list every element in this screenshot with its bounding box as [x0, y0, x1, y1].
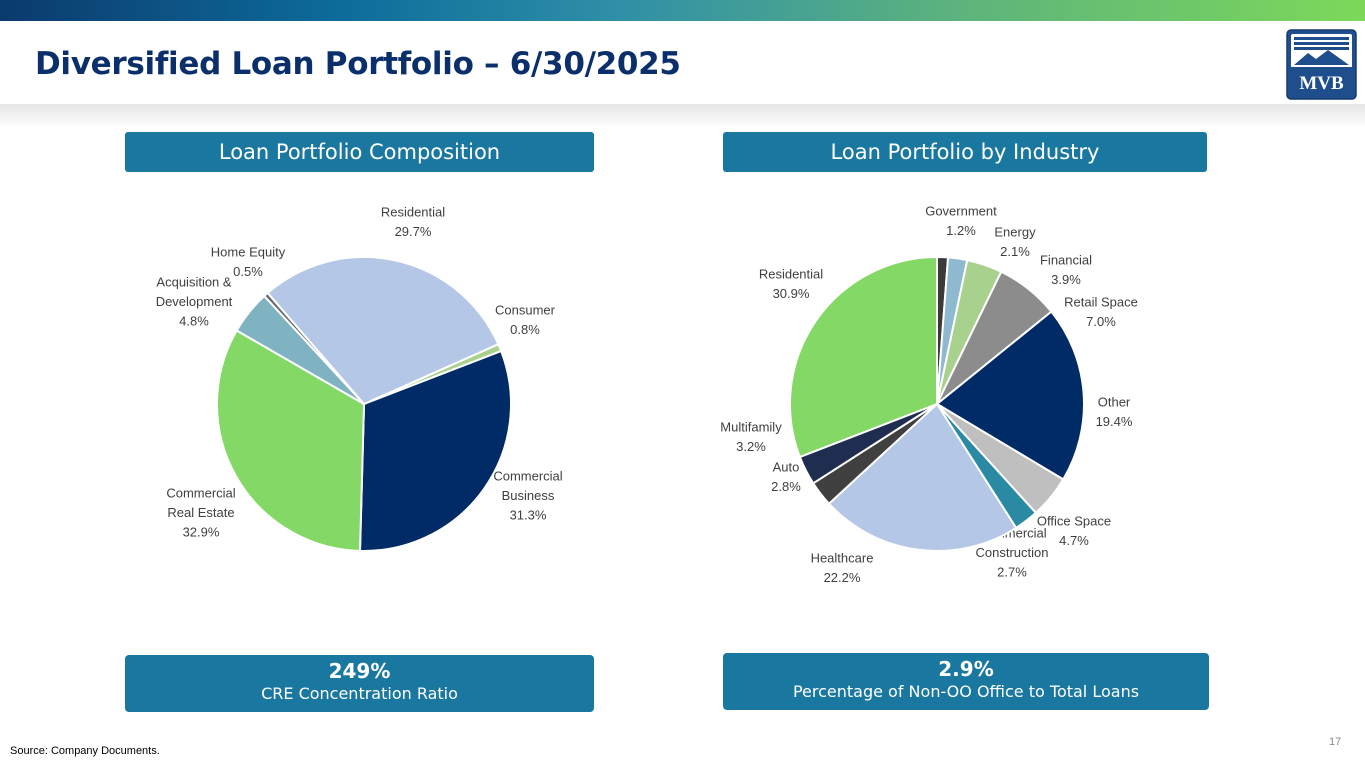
- non-oo-office-value: 2.9%: [938, 657, 994, 681]
- pie-label-value: 2.7%: [997, 565, 1027, 580]
- pie-label-retail-space: Retail Space 7.0%: [1064, 294, 1138, 329]
- pie-label-auto: Auto 2.8%: [771, 459, 801, 494]
- pie-slice-commercial-real-estate: [216, 329, 366, 552]
- pie-label-name: Real Estate: [167, 505, 234, 520]
- logo-text: MVB: [1299, 73, 1344, 94]
- pie-label-name: Energy: [994, 224, 1036, 239]
- pie-label-name: Commercial: [166, 486, 235, 501]
- pie-label-name: Business: [502, 488, 555, 503]
- cre-concentration-label: CRE Concentration Ratio: [261, 684, 458, 703]
- company-logo: MVB: [1286, 29, 1357, 100]
- pie-label-value: 4.7%: [1059, 533, 1089, 548]
- cre-concentration-value: 249%: [328, 659, 391, 683]
- pie-label-commercial-real-estate: Commercial Real Estate 32.9%: [166, 486, 235, 540]
- pie-label-value: 1.2%: [946, 223, 976, 238]
- pie-label-name: Development: [156, 294, 233, 309]
- non-oo-office-label: Percentage of Non-OO Office to Total Loa…: [792, 682, 1140, 701]
- pie-label-commercial-construction: Commercial Construction 2.7%: [976, 526, 1049, 580]
- pie-label-energy: Energy 2.1%: [994, 224, 1036, 258]
- top-gradient-bar: [0, 0, 1365, 21]
- pie-label-home-equity: Home Equity 0.5%: [211, 244, 286, 279]
- pie-label-name: Multifamily: [720, 419, 782, 434]
- pie-label-office-space: Office Space 4.7%: [1037, 513, 1111, 548]
- pie-label-name: Acquisition &: [156, 275, 231, 290]
- pie-label-value: 30.9%: [773, 286, 810, 301]
- pie-label-value: 19.4%: [1096, 414, 1133, 429]
- header-shadow: [0, 104, 1365, 128]
- pie-label-multifamily: Multifamily 3.2%: [720, 419, 782, 454]
- pie-slice-healthcare: [827, 402, 1018, 552]
- pie-label-name: Financial: [1040, 252, 1092, 267]
- pie-slice-residential: [266, 256, 500, 406]
- page-number: 17: [1329, 736, 1342, 748]
- pie-label-commercial-business: Commercial Business 31.3%: [493, 469, 562, 523]
- pie-label-name: Retail Space: [1064, 294, 1138, 309]
- non-oo-office-stat: 2.9% Percentage of Non-OO Office to Tota…: [723, 653, 1209, 710]
- pie-label-name: Office Space: [1037, 513, 1111, 528]
- pie-label-consumer: Consumer 0.8%: [495, 302, 556, 337]
- pie-label-value: 3.9%: [1051, 272, 1081, 287]
- pie-slice-commercial-business: [358, 349, 512, 552]
- source-note: Source: Company Documents.: [10, 745, 160, 757]
- pie-label-name: Consumer: [495, 302, 556, 317]
- pie-label-value: 0.8%: [510, 322, 540, 337]
- pie-slice-other: [935, 310, 1086, 481]
- pie-label-healthcare: Healthcare 22.2%: [811, 550, 874, 585]
- pie-label-value: 4.8%: [179, 314, 209, 329]
- pie-label-value: 29.7%: [395, 224, 432, 239]
- composition-chart-header: Loan Portfolio Composition: [125, 132, 594, 172]
- pie-label-value: 7.0%: [1086, 314, 1116, 329]
- pie-label-name: Residential: [759, 266, 823, 281]
- pie-label-value: 31.3%: [510, 508, 547, 523]
- pie-label-value: 3.2%: [736, 439, 766, 454]
- pie-label-name: Home Equity: [211, 244, 286, 259]
- industry-chart-header: Loan Portfolio by Industry: [723, 132, 1207, 172]
- pie-label-name: Residential: [381, 204, 445, 219]
- pie-label-other: Other 19.4%: [1096, 394, 1133, 429]
- pie-label-value: 2.1%: [1000, 244, 1030, 259]
- page-title: Diversified Loan Portfolio – 6/30/2025: [35, 46, 681, 82]
- pie-label-value: 22.2%: [824, 570, 861, 585]
- pie-label-value: 0.5%: [233, 264, 263, 279]
- pie-label-value: 32.9%: [183, 525, 220, 540]
- composition-pie-chart: Consumer 0.8%Commercial Business 31.3%Comme…: [156, 204, 563, 552]
- pie-label-government: Government 1.2%: [925, 203, 997, 238]
- cre-concentration-stat: 249% CRE Concentration Ratio: [125, 655, 594, 712]
- pie-label-financial: Financial 3.9%: [1040, 252, 1092, 287]
- pie-label-name: Other: [1098, 394, 1131, 409]
- industry-pie-chart: Government 1.2% Energy 2.1% Financial 3.9% Ret…: [720, 203, 1138, 585]
- pie-label-name: Commercial: [493, 469, 562, 484]
- pie-label-name: Auto: [773, 459, 800, 474]
- pie-label-name: Government: [925, 203, 997, 218]
- pie-label-value: 2.8%: [771, 479, 801, 494]
- pie-label-name: Healthcare: [811, 550, 874, 565]
- pie-slice-residential: [789, 255, 938, 459]
- pie-label-residential: Residential 30.9%: [759, 266, 823, 301]
- pie-label-residential: Residential 29.7%: [381, 204, 445, 239]
- pie-label-acquisition-and-development: Acquisition & Development 4.8%: [156, 275, 233, 329]
- pie-label-name: Construction: [976, 545, 1049, 560]
